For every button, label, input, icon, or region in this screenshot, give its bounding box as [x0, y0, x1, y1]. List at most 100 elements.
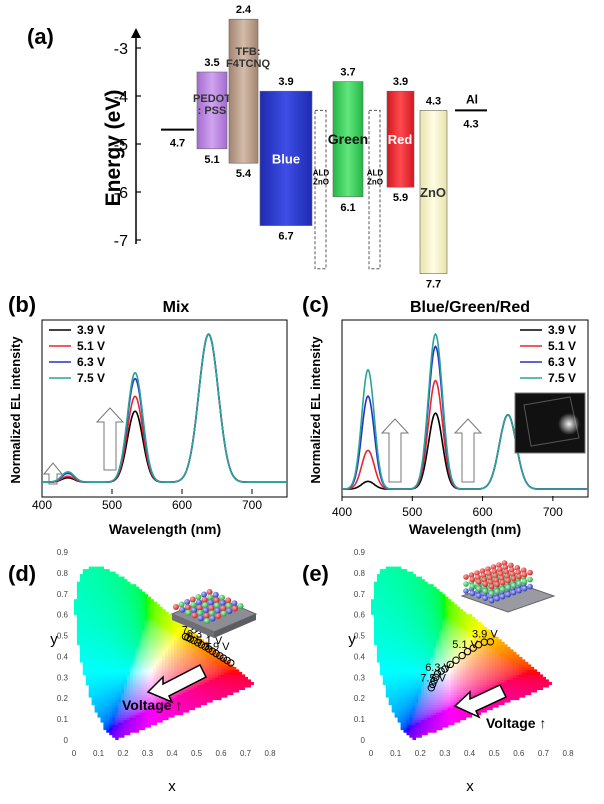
cie-color-cell: [132, 656, 137, 660]
cie-color-cell: [165, 636, 169, 640]
cie-color-cell: [433, 599, 437, 603]
cie-color-cell: [424, 681, 428, 685]
cie-color-cell: [115, 651, 119, 655]
cie-color-cell: [94, 686, 99, 690]
cie-color-cell: [162, 611, 166, 615]
cie-color-cell: [486, 646, 490, 650]
cie-color-cell: [418, 606, 422, 610]
cie-color-cell: [91, 589, 96, 593]
cie-color-cell: [504, 656, 508, 660]
cie-color-cell: [94, 639, 99, 643]
inset-qd-sphere: [237, 603, 244, 609]
cie-color-cell: [162, 717, 166, 721]
inset-qd-sphere: [206, 589, 213, 595]
cie-color-cell: [185, 694, 190, 698]
cie-color-cell: [162, 626, 166, 630]
cie-color-cell: [168, 666, 172, 670]
cie-color-cell: [138, 717, 143, 721]
cie-color-cell: [409, 581, 413, 585]
cie-color-cell: [124, 707, 128, 711]
cie-color-cell: [492, 664, 496, 668]
cie-color-cell: [115, 666, 119, 670]
cie-color-cell: [376, 651, 381, 655]
x-tick-label: 400: [332, 505, 352, 519]
cie-color-cell: [388, 679, 393, 683]
cie-color-cell: [91, 661, 96, 665]
inset-stack-sphere: [482, 588, 489, 594]
cie-color-cell: [223, 666, 228, 670]
cie-color-cell: [188, 644, 193, 648]
cie-color-cell: [412, 737, 416, 740]
color-coordinate-point: [186, 635, 195, 643]
cie-color-cell: [91, 569, 96, 573]
cie-color-cell: [197, 641, 201, 645]
cie-color-cell: [88, 571, 93, 575]
cie-color-cell: [106, 596, 110, 600]
cie-color-cell: [115, 619, 119, 623]
cie-color-cell: [91, 604, 96, 608]
cie-color-cell: [403, 656, 408, 660]
cie-color-cell: [459, 634, 464, 638]
cie-color-cell: [406, 629, 411, 633]
cie-color-cell: [515, 674, 520, 678]
cie-color-cell: [447, 719, 452, 723]
cie-color-cell: [421, 676, 425, 680]
cie-color-cell: [103, 619, 107, 623]
cie-color-cell: [521, 659, 526, 663]
cie-color-cell: [132, 609, 137, 613]
cie-color-cell: [85, 641, 90, 645]
cie-color-cell: [206, 684, 210, 688]
cie-color-cell: [465, 654, 470, 658]
cie-color-cell: [126, 686, 131, 690]
cie-color-cell: [121, 636, 125, 640]
cie-color-cell: [91, 659, 96, 663]
cie-color-cell: [376, 624, 381, 628]
cie-color-cell: [226, 686, 231, 690]
cie-color-cell: [441, 676, 446, 680]
cie-color-cell: [433, 586, 437, 590]
band-ald-zno-2: [368, 109, 381, 270]
cie-color-cell: [450, 664, 455, 668]
cie-color-cell: [391, 659, 396, 663]
cie-color-cell: [153, 719, 157, 723]
cie-color-cell: [206, 689, 210, 693]
cie-color-cell: [427, 686, 431, 690]
inset-qd-sphere: [191, 612, 198, 619]
cie-color-cell: [121, 644, 125, 648]
cie-color-cell: [118, 584, 122, 588]
cie-color-cell: [188, 636, 193, 640]
cie-color-cell: [174, 629, 178, 633]
cie-color-cell: [176, 654, 181, 658]
cie-color-cell: [418, 616, 422, 620]
cie-color-cell: [91, 684, 96, 688]
cie-color-cell: [412, 646, 416, 650]
cie-color-cell: [468, 659, 473, 663]
cie-color-cell: [165, 649, 169, 653]
cie-color-cell: [162, 666, 166, 670]
cie-color-cell: [179, 699, 184, 703]
cie-color-cell: [403, 671, 408, 675]
cie-color-cell: [495, 664, 499, 668]
cie-color-cell: [235, 679, 240, 683]
cie-color-cell: [165, 654, 169, 658]
cie-color-cell: [533, 676, 538, 680]
cie-color-cell: [474, 619, 478, 623]
cie-color-cell: [418, 656, 422, 660]
cie-color-cell: [79, 626, 84, 630]
cie-color-cell: [436, 616, 440, 620]
cie-color-cell: [376, 614, 381, 618]
cie-color-cell: [150, 681, 154, 685]
cie-color-cell: [97, 689, 101, 693]
inset-stack-sphere: [463, 574, 469, 580]
cie-color-cell: [477, 674, 481, 678]
cie-color-cell: [427, 614, 431, 618]
cie-color-cell: [168, 664, 172, 668]
cie-color-cell: [162, 641, 166, 645]
cie-color-cell: [421, 631, 425, 635]
cie-color-cell: [197, 694, 201, 698]
cie-color-cell: [459, 669, 464, 673]
cie-color-cell: [129, 589, 134, 593]
cie-color-cell: [118, 717, 122, 721]
cie-color-cell: [103, 659, 107, 663]
cie-color-cell: [106, 649, 110, 653]
